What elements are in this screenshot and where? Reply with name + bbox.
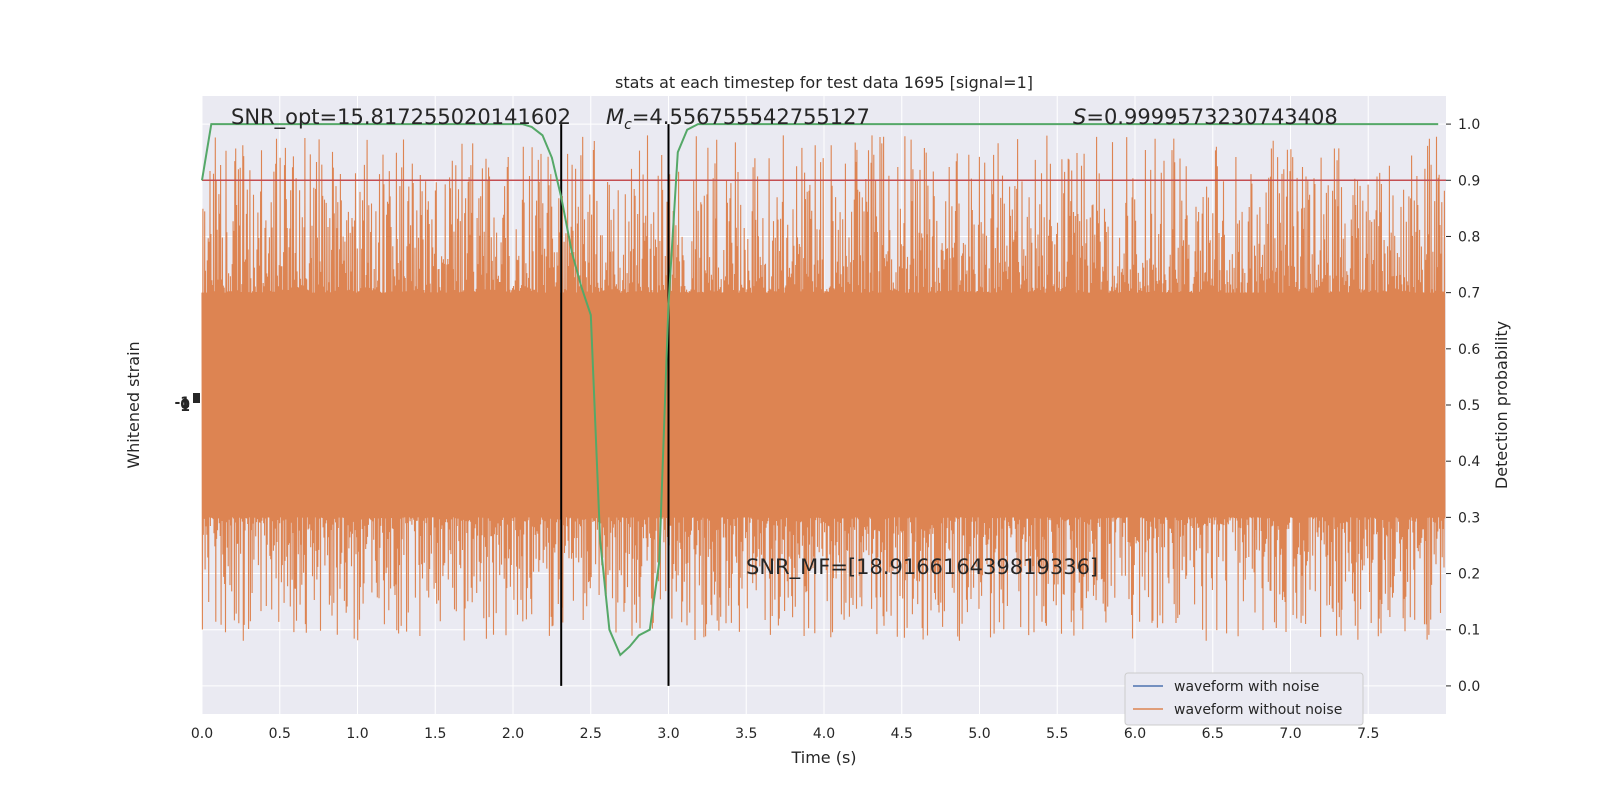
x-tick-label: 1.5: [424, 726, 446, 742]
y-tick-label-right: 0.6: [1458, 342, 1480, 358]
y-tick-label-right: 0.4: [1458, 454, 1480, 470]
y-tick-label-right: 0.7: [1458, 286, 1480, 302]
x-tick-label: 0.5: [269, 726, 291, 742]
legend: waveform with noise waveform without noi…: [1124, 672, 1364, 726]
x-tick-labels: 0.0 0.5 1.0 1.5 2.0 2.5 3.0 3.5 4.0 4.5 5.0 5.5 6.0 6…: [191, 726, 1380, 742]
x-tick-label: 4.0: [813, 726, 835, 742]
chart-title: stats at each timestep for test data 169…: [615, 73, 1033, 92]
y-tick-label-right: 0.0: [1458, 679, 1480, 695]
y-axis-label-right: Detection probability: [1492, 321, 1511, 489]
legend-label-waveform-with-noise: waveform with noise: [1174, 679, 1319, 695]
x-tick-label: 4.5: [891, 726, 913, 742]
y-tick-labels-right: 0.0 0.1 0.2 0.3 0.4 0.5 0.6 0.7 0.8 0.9 1.0: [1446, 117, 1480, 695]
x-tick-label: 2.5: [580, 726, 602, 742]
x-tick-label: 7.5: [1357, 726, 1379, 742]
y-axis-label-left: Whitened strain: [124, 341, 143, 468]
y-tick-label-right: 0.2: [1458, 567, 1480, 583]
left-tick-label: 0: [180, 397, 190, 413]
x-tick-label: 1.0: [346, 726, 368, 742]
left-tick-label: -1: [174, 395, 190, 411]
x-axis-label: Time (s): [790, 748, 856, 767]
x-tick-label: 3.5: [735, 726, 757, 742]
y-tick-label-right: 1.0: [1458, 117, 1480, 133]
lines-layer: [201, 123, 1446, 686]
s-value: =0.9999573230743408: [1086, 105, 1337, 129]
snr-opt-annotation: SNR_opt=15.817255020141602: [231, 105, 571, 130]
x-tick-label: 2.0: [502, 726, 524, 742]
s-symbol: S: [1073, 105, 1086, 129]
x-tick-label: 5.0: [968, 726, 990, 742]
y-tick-label-right: 0.3: [1458, 510, 1480, 526]
left-tick-label: 1: [180, 399, 190, 415]
s-annotation: S=0.9999573230743408: [1073, 105, 1338, 129]
strain-core-band: [202, 292, 1445, 518]
legend-label-waveform-without-noise: waveform without noise: [1174, 702, 1342, 718]
mc-annotation: Mc=4.556755542755127: [606, 105, 870, 133]
x-tick-label: 5.5: [1046, 726, 1068, 742]
x-tick-label: 7.0: [1279, 726, 1301, 742]
left-tick-labels: -101: [174, 393, 200, 415]
x-tick-label: 3.0: [657, 726, 679, 742]
legend-box: [1124, 672, 1364, 726]
y-tick-label-right: 0.1: [1458, 623, 1480, 639]
x-tick-label: 6.0: [1124, 726, 1146, 742]
strain-layer: [201, 135, 1446, 641]
y-tick-label-right: 0.8: [1458, 229, 1480, 245]
mc-subscript: c: [624, 117, 632, 133]
mc-symbol: M: [606, 105, 624, 129]
x-tick-label: 0.0: [191, 726, 213, 742]
y-tick-label-right: 0.5: [1458, 398, 1480, 414]
x-tick-label: 6.5: [1202, 726, 1224, 742]
mc-value: =4.556755542755127: [632, 105, 870, 129]
y-tick-label-right: 0.9: [1458, 173, 1480, 189]
snr-mf-annotation: SNR_MF=[18.916616439819336]: [746, 555, 1098, 580]
detection-probability-line: [201, 123, 1439, 657]
left-tick-mark: [193, 393, 200, 403]
